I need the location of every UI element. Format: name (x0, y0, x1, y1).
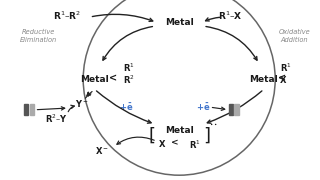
Text: X: X (158, 140, 165, 149)
Text: Metal: Metal (165, 18, 194, 27)
Text: $^{\bullet\bullet}$: $^{\bullet\bullet}$ (209, 122, 218, 130)
Text: R$^1$–R$^2$: R$^1$–R$^2$ (53, 10, 81, 22)
Text: +$\mathdefault{\bar{e}}$: +$\mathdefault{\bar{e}}$ (196, 102, 210, 113)
Text: Reductive
Elimination: Reductive Elimination (20, 29, 57, 43)
Text: R$^1$–X: R$^1$–X (218, 10, 243, 22)
Text: R$^1$: R$^1$ (189, 139, 201, 151)
Text: Y$^-$: Y$^-$ (75, 98, 88, 109)
Text: [: [ (148, 127, 156, 145)
Text: X: X (280, 76, 286, 85)
Bar (229, 104, 233, 115)
Bar (234, 104, 238, 115)
Bar (24, 104, 28, 115)
Text: <: < (278, 73, 286, 83)
Text: Metal: Metal (165, 126, 194, 135)
Text: X$^-$: X$^-$ (95, 145, 109, 156)
Text: R$^2$: R$^2$ (123, 74, 135, 86)
Text: R$^2$–Y: R$^2$–Y (44, 113, 68, 125)
Text: Metal: Metal (250, 75, 278, 84)
Text: R$^1$: R$^1$ (123, 61, 135, 74)
Text: Oxidative
Addition: Oxidative Addition (278, 29, 310, 43)
Text: R$^1$: R$^1$ (280, 61, 292, 74)
Bar (30, 104, 34, 115)
Text: <: < (171, 139, 178, 148)
Text: <: < (109, 73, 117, 83)
Text: ]: ] (203, 127, 210, 145)
Text: +$\mathdefault{\bar{e}}$: +$\mathdefault{\bar{e}}$ (119, 102, 133, 113)
Text: Metal: Metal (80, 75, 109, 84)
